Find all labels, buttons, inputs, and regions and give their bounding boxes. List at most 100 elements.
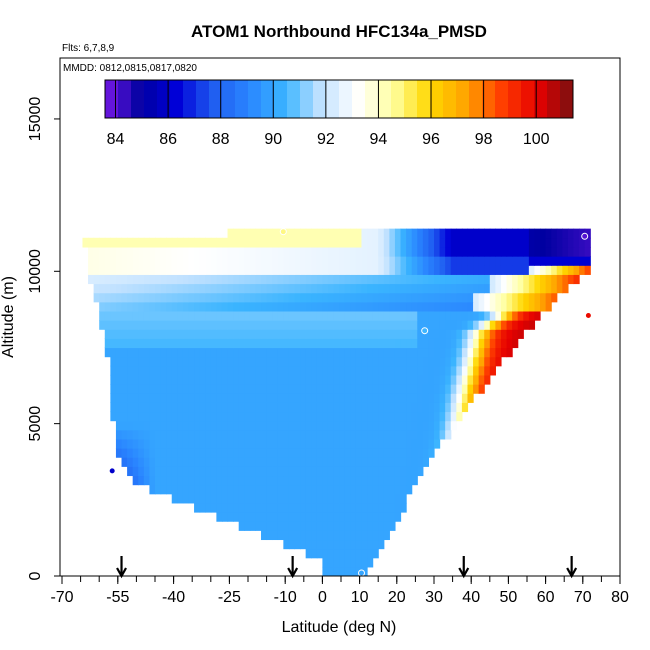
heatmap-cell	[288, 320, 296, 330]
heatmap-cell	[411, 420, 418, 431]
heatmap-cell	[249, 347, 257, 358]
heatmap-cell	[143, 329, 151, 339]
heatmap-cell	[238, 283, 245, 294]
heatmap-cell	[210, 237, 217, 248]
heatmap-cell	[143, 438, 151, 449]
heatmap-cell	[261, 310, 268, 321]
heatmap-cell	[132, 237, 139, 248]
heatmap-cell	[322, 548, 329, 559]
heatmap-cell	[528, 274, 536, 285]
heatmap-cell	[428, 310, 435, 321]
heatmap-cell	[166, 402, 173, 413]
heatmap-cell	[110, 292, 117, 303]
heatmap-cell	[422, 320, 430, 330]
heatmap-cell	[238, 493, 245, 504]
heatmap-cell	[361, 512, 368, 522]
heatmap-cell	[88, 256, 95, 266]
heatmap-cell	[104, 347, 111, 358]
heatmap-cell	[411, 310, 418, 321]
heatmap-cell	[445, 365, 452, 376]
heatmap-cell	[177, 310, 184, 321]
heatmap-cell	[160, 237, 167, 248]
heatmap-cell	[406, 246, 413, 257]
heatmap-cell	[389, 448, 396, 458]
heatmap-cell	[127, 310, 134, 321]
heatmap-cell	[567, 265, 575, 275]
heatmap-cell	[339, 310, 346, 321]
heatmap-cell	[445, 237, 452, 248]
heatmap-cell	[149, 246, 156, 257]
heatmap-cell	[149, 329, 156, 339]
heatmap-cell	[121, 356, 128, 367]
heatmap-cell	[177, 237, 184, 248]
heatmap-cell	[255, 466, 262, 477]
heatmap-cell	[400, 237, 407, 248]
heatmap-cell	[445, 420, 452, 431]
colorbar-segment	[339, 80, 353, 118]
heatmap-cell	[484, 301, 491, 312]
heatmap-cell	[400, 493, 407, 504]
heatmap-cell	[434, 228, 441, 239]
heatmap-cell	[177, 256, 184, 266]
heatmap-cell	[294, 493, 301, 504]
heatmap-cell	[394, 429, 402, 440]
heatmap-cell	[277, 402, 284, 413]
heatmap-cell	[127, 356, 134, 367]
y-tick-label: 5000	[27, 406, 44, 442]
heatmap-cell	[199, 475, 206, 486]
heatmap-cell	[478, 274, 485, 285]
heatmap-cell	[182, 438, 190, 449]
heatmap-cell	[322, 393, 329, 403]
heatmap-cell	[127, 246, 134, 257]
heatmap-cell	[216, 393, 223, 403]
heatmap-cell	[327, 356, 335, 367]
heatmap-cell	[188, 384, 195, 394]
heatmap-cell	[194, 502, 201, 513]
heatmap-cell	[149, 466, 156, 477]
heatmap-cell	[261, 411, 268, 422]
heatmap-cell	[305, 246, 312, 257]
heatmap-cell	[182, 320, 190, 330]
heatmap-cell	[221, 374, 229, 385]
heatmap-cell	[428, 438, 435, 449]
heatmap-cell	[556, 256, 563, 266]
heatmap-cell	[584, 228, 591, 239]
heatmap-cell	[322, 246, 329, 257]
heatmap-cell	[227, 256, 234, 266]
heatmap-cell	[261, 374, 268, 385]
heatmap-cell	[244, 438, 251, 449]
heatmap-cell	[188, 292, 195, 303]
heatmap-cell	[434, 274, 441, 285]
heatmap-cell	[294, 228, 301, 239]
heatmap-cell	[355, 475, 363, 486]
heatmap-cell	[244, 502, 251, 513]
heatmap-cell	[244, 283, 251, 294]
heatmap-cell	[400, 420, 407, 431]
heatmap-cell	[389, 256, 396, 266]
heatmap-cell	[233, 502, 240, 513]
heatmap-cell	[417, 457, 424, 467]
heatmap-cell	[244, 384, 251, 394]
heatmap-cell	[517, 329, 524, 339]
heatmap-cell	[322, 493, 329, 504]
heatmap-cell	[316, 457, 323, 467]
heatmap-cell	[182, 256, 190, 266]
heatmap-cell	[255, 521, 262, 531]
heatmap-cell	[478, 256, 485, 266]
heatmap-cell	[333, 246, 340, 257]
heatmap-cell	[300, 356, 307, 367]
heatmap-cell	[166, 283, 173, 294]
heatmap-cell	[417, 310, 424, 321]
heatmap-cell	[400, 274, 407, 285]
heatmap-cell	[249, 438, 257, 449]
heatmap-cell	[439, 228, 446, 239]
heatmap-cell	[177, 420, 184, 431]
heatmap-cell	[445, 256, 452, 266]
heatmap-cell	[350, 301, 357, 312]
heatmap-cell	[127, 374, 134, 385]
heatmap-cell	[205, 484, 212, 495]
heatmap-cell	[155, 365, 162, 376]
heatmap-cell	[422, 283, 430, 294]
heatmap-cell	[372, 329, 379, 339]
heatmap-cell	[333, 265, 340, 275]
